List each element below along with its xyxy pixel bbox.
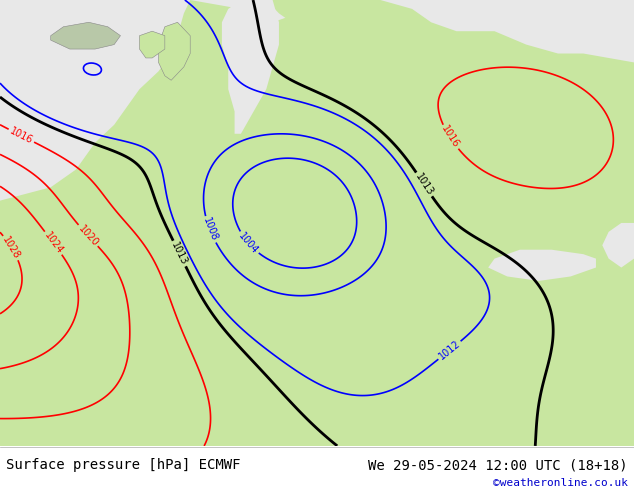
Text: 1012: 1012 — [437, 339, 462, 362]
Polygon shape — [222, 0, 279, 134]
Text: 1013: 1013 — [413, 172, 435, 197]
Text: Surface pressure [hPa] ECMWF: Surface pressure [hPa] ECMWF — [6, 458, 241, 472]
Text: We 29-05-2024 12:00 UTC (18+18): We 29-05-2024 12:00 UTC (18+18) — [368, 458, 628, 472]
Polygon shape — [158, 22, 190, 80]
Polygon shape — [51, 22, 120, 49]
Text: 1028: 1028 — [1, 234, 22, 261]
Text: 1020: 1020 — [76, 223, 100, 248]
Polygon shape — [139, 31, 165, 58]
Polygon shape — [266, 0, 361, 187]
Text: 1024: 1024 — [42, 230, 65, 256]
Text: 1004: 1004 — [236, 230, 260, 256]
Polygon shape — [0, 161, 634, 446]
Polygon shape — [488, 250, 596, 281]
Polygon shape — [76, 294, 228, 401]
Text: 1013: 1013 — [169, 240, 190, 267]
Text: 1016: 1016 — [8, 126, 34, 146]
Polygon shape — [602, 223, 634, 268]
Polygon shape — [380, 321, 418, 374]
Text: 1016: 1016 — [439, 124, 461, 150]
Polygon shape — [266, 312, 311, 401]
Polygon shape — [482, 312, 634, 366]
Polygon shape — [0, 0, 634, 446]
Polygon shape — [254, 116, 273, 151]
Text: ©weatheronline.co.uk: ©weatheronline.co.uk — [493, 478, 628, 488]
Text: 1008: 1008 — [201, 217, 219, 243]
